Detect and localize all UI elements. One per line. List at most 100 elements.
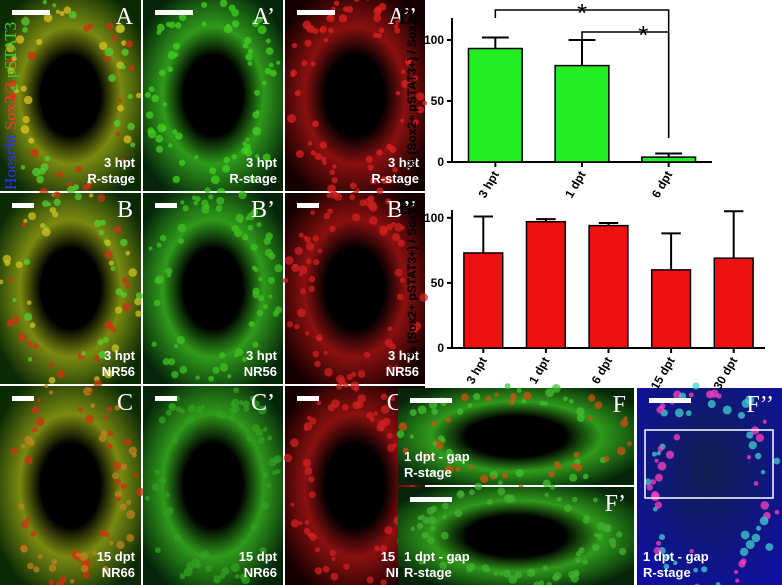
cell [385, 176, 393, 184]
cell [734, 570, 739, 575]
cell [679, 392, 687, 400]
cell [756, 525, 762, 531]
cell [159, 234, 167, 242]
cell [341, 404, 349, 411]
cell [480, 474, 489, 483]
cell [760, 469, 766, 475]
cell [167, 66, 174, 72]
cell [26, 300, 32, 306]
cell [122, 302, 132, 312]
cell [110, 266, 116, 271]
cell [374, 6, 382, 13]
cell [392, 443, 397, 448]
cell [216, 196, 225, 205]
cell [120, 291, 127, 298]
cell [322, 565, 330, 573]
cell [152, 483, 160, 492]
cell [175, 132, 183, 140]
cell [552, 574, 560, 582]
cell [113, 119, 121, 127]
cell [379, 426, 385, 432]
cell [297, 308, 306, 318]
cell [456, 408, 464, 415]
cell [90, 403, 96, 408]
cell [268, 62, 274, 68]
cell [663, 563, 670, 570]
cell [323, 38, 329, 43]
cell [172, 437, 178, 444]
cell [126, 533, 135, 542]
cell [395, 91, 401, 96]
cell [431, 420, 437, 427]
cell [201, 1, 208, 9]
cell [396, 293, 404, 301]
cell [10, 447, 18, 455]
scale-bar [155, 203, 177, 208]
cell [355, 188, 360, 193]
error-bar [568, 38, 596, 66]
panel-caption: 1 dpt - gap [404, 449, 470, 464]
cell [155, 547, 161, 554]
panel-caption: 3 hpt [104, 348, 136, 363]
cell [401, 69, 406, 74]
cell [104, 414, 109, 419]
error-bar [655, 152, 683, 158]
cell [23, 218, 28, 224]
cell [298, 520, 303, 526]
scale-bar [12, 10, 50, 15]
cell [226, 374, 232, 379]
x-tick-label: 1 dpt [526, 355, 552, 387]
cell [148, 86, 155, 93]
cell [765, 543, 774, 551]
cell [656, 451, 661, 456]
scale-bar [297, 10, 335, 15]
cell [7, 67, 15, 75]
cell [104, 250, 113, 259]
cell [308, 275, 316, 283]
panel-caption: NR56 [386, 364, 419, 379]
cell [213, 575, 222, 584]
cell [165, 267, 173, 275]
cell [303, 527, 311, 535]
panel-caption: 3 hpt [388, 348, 420, 363]
cell [372, 32, 379, 38]
cell [502, 569, 511, 578]
cell [303, 235, 308, 240]
cell [83, 25, 90, 32]
cell [238, 218, 244, 224]
cell [56, 171, 63, 178]
cell [128, 268, 138, 277]
cell [298, 265, 308, 275]
cell [576, 407, 585, 416]
cell [115, 288, 123, 296]
cell [405, 58, 413, 66]
cell [120, 463, 128, 470]
cell [312, 27, 319, 35]
inset-box [644, 429, 774, 499]
cell [135, 292, 144, 300]
cell [616, 531, 623, 538]
cell [444, 465, 454, 475]
cell [393, 24, 399, 29]
cell [180, 200, 185, 205]
cell [8, 277, 14, 282]
cell [125, 40, 133, 48]
error-bar [661, 232, 681, 270]
cell [120, 64, 126, 70]
bar [554, 64, 610, 163]
cell [52, 3, 57, 8]
cell [409, 409, 417, 417]
cell [385, 198, 392, 205]
cell [305, 242, 315, 251]
cell [544, 492, 549, 498]
cell [349, 194, 356, 201]
cell [111, 35, 118, 41]
cell [300, 288, 307, 295]
cell [322, 160, 327, 166]
cell [221, 566, 230, 575]
bar [641, 156, 697, 163]
cell [327, 208, 333, 215]
cell [219, 0, 228, 8]
